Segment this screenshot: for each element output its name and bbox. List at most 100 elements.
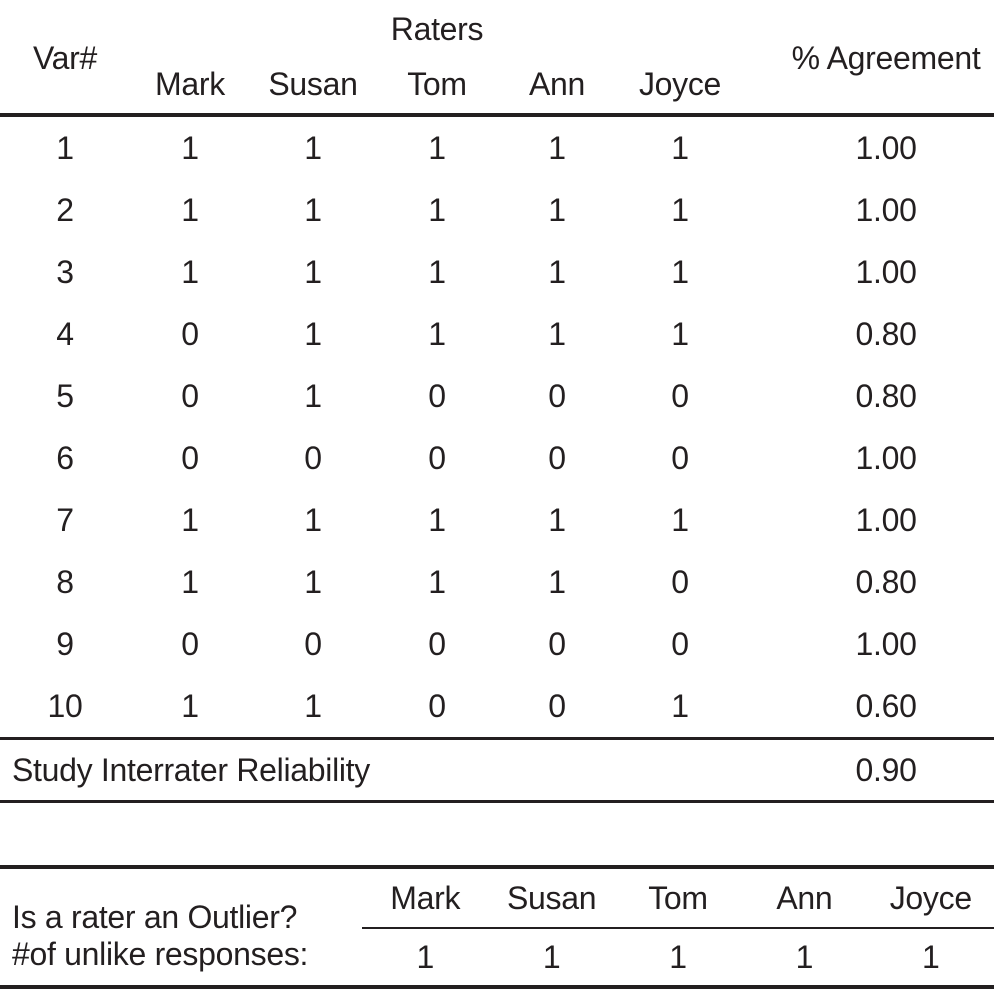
summary-row: Study Interrater Reliability 0.90 <box>0 739 994 802</box>
rating-cell: 0 <box>671 439 689 476</box>
col-header-rater-susan: Susan <box>268 65 358 102</box>
rating-cell: 1 <box>181 129 199 166</box>
summary-value: 0.90 <box>855 751 917 788</box>
col-header-rater-mark: Mark <box>155 65 225 102</box>
rating-cell: 1 <box>548 501 566 538</box>
col-header-var: Var# <box>32 39 98 76</box>
table-row: 1 1 1 1 1 1 1.00 <box>0 115 994 179</box>
table-row: 8 1 1 1 1 0 0.80 <box>0 551 994 613</box>
rating-cell: 1 <box>181 687 199 724</box>
outlier-value-joyce: 1 <box>922 938 940 975</box>
rating-cell: 0 <box>304 439 322 476</box>
rating-cell: 1 <box>671 129 689 166</box>
rating-cell: 1 <box>671 253 689 290</box>
rating-cell: 1 <box>428 315 446 352</box>
outlier-rater-joyce: Joyce <box>867 869 994 929</box>
outlier-value-mark: 1 <box>416 938 434 975</box>
rating-cell: 1 <box>181 253 199 290</box>
rating-cell: 0 <box>548 439 566 476</box>
rating-cell: 1 <box>428 563 446 600</box>
rating-cell: 1 <box>428 191 446 228</box>
var-number: 9 <box>56 625 74 662</box>
var-number: 5 <box>56 377 74 414</box>
outlier-value-susan: 1 <box>542 938 561 975</box>
raters-group-header: Raters <box>390 10 484 47</box>
agreement-cell: 0.80 <box>855 377 917 414</box>
outlier-rater-susan: Susan <box>488 869 615 929</box>
outlier-grid: Mark Susan Tom Ann Joyce 1 1 1 1 1 <box>362 869 994 985</box>
rating-cell: 1 <box>304 315 322 352</box>
var-number: 8 <box>56 563 74 600</box>
rating-cell: 1 <box>428 129 446 166</box>
outlier-rater-mark: Mark <box>362 869 489 929</box>
rating-cell: 1 <box>548 191 566 228</box>
rating-cell: 0 <box>428 687 446 724</box>
rating-cell: 0 <box>181 625 199 662</box>
table-header: Var# Raters % Agreement Mark Susan Tom A… <box>0 3 994 115</box>
table-row: 5 0 1 0 0 0 0.80 <box>0 365 994 427</box>
col-header-rater-joyce: Joyce <box>638 65 722 102</box>
var-number: 10 <box>47 687 83 724</box>
rating-cell: 0 <box>671 563 689 600</box>
rating-cell: 1 <box>671 191 689 228</box>
col-header-agreement: % Agreement <box>791 39 981 76</box>
agreement-cell: 0.80 <box>855 563 917 600</box>
table-row: 4 0 1 1 1 1 0.80 <box>0 303 994 365</box>
var-number: 3 <box>56 253 74 290</box>
rating-cell: 1 <box>304 253 322 290</box>
outlier-table: Is a rater an Outlier? #of unlike respon… <box>0 865 994 989</box>
outlier-metric-label: #of unlike responses: <box>12 936 309 972</box>
rating-cell: 0 <box>548 625 566 662</box>
agreement-cell: 1.00 <box>855 625 917 662</box>
rating-cell: 0 <box>304 625 322 662</box>
table-row: 6 0 0 0 0 0 1.00 <box>0 427 994 489</box>
rating-cell: 1 <box>304 501 322 538</box>
rating-cell: 1 <box>304 687 322 724</box>
rating-cell: 1 <box>671 315 689 352</box>
rating-cell: 1 <box>304 377 322 414</box>
table-row: 9 0 0 0 0 0 1.00 <box>0 613 994 675</box>
agreement-cell: 1.00 <box>855 501 917 538</box>
rating-cell: 0 <box>548 687 566 724</box>
table-row: 10 1 1 0 0 1 0.60 <box>0 675 994 739</box>
table-summary: Study Interrater Reliability 0.90 <box>0 738 994 802</box>
rating-cell: 1 <box>671 501 689 538</box>
rating-cell: 1 <box>428 253 446 290</box>
interrater-table: Var# Raters % Agreement Mark Susan Tom A… <box>0 3 994 803</box>
rating-cell: 0 <box>548 377 566 414</box>
rating-cell: 0 <box>181 315 199 352</box>
rating-cell: 0 <box>181 439 199 476</box>
group-header-row: Var# Raters % Agreement <box>0 3 994 76</box>
agreement-cell: 1.00 <box>855 129 917 166</box>
col-header-rater-ann: Ann <box>528 65 586 102</box>
rating-cell: 1 <box>671 687 689 724</box>
table-row: 7 1 1 1 1 1 1.00 <box>0 489 994 551</box>
agreement-cell: 0.80 <box>855 315 917 352</box>
rating-cell: 1 <box>181 501 199 538</box>
var-number: 1 <box>56 129 74 166</box>
table-row: 3 1 1 1 1 1 1.00 <box>0 241 994 303</box>
var-number: 6 <box>56 439 74 476</box>
outlier-labels: Is a rater an Outlier? #of unlike respon… <box>0 869 362 985</box>
agreement-cell: 1.00 <box>855 191 917 228</box>
rating-cell: 0 <box>671 377 689 414</box>
table-row: 2 1 1 1 1 1 1.00 <box>0 179 994 241</box>
rating-cell: 1 <box>181 191 199 228</box>
rating-cell: 1 <box>304 563 322 600</box>
rater-names-row: Mark Susan Tom Ann Joyce <box>0 55 994 115</box>
rating-cell: 0 <box>671 625 689 662</box>
section-gap <box>0 803 994 865</box>
rating-cell: 1 <box>304 191 322 228</box>
rating-cell: 0 <box>428 439 446 476</box>
summary-label: Study Interrater Reliability <box>12 751 370 788</box>
rating-cell: 1 <box>548 315 566 352</box>
var-number: 7 <box>56 501 74 538</box>
rating-cell: 1 <box>304 129 322 166</box>
rating-cell: 0 <box>181 377 199 414</box>
table-body: 1 1 1 1 1 1 1.00 2 1 1 1 1 1 1.00 3 1 1 <box>0 115 994 739</box>
rating-cell: 1 <box>548 563 566 600</box>
agreement-cell: 1.00 <box>855 253 917 290</box>
outlier-value-tom: 1 <box>669 938 687 975</box>
rating-cell: 1 <box>548 253 566 290</box>
